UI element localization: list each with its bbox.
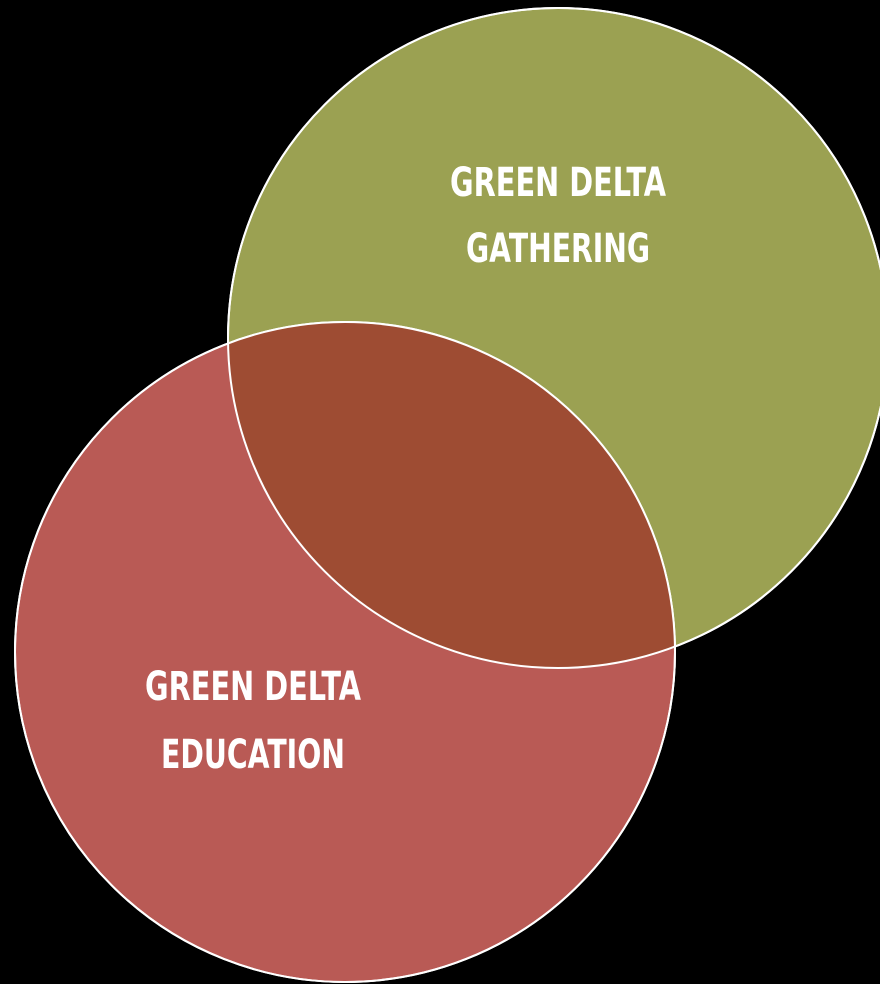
gathering-label-line-2: GATHERING [466,226,650,272]
gathering-label-line-1: GREEN DELTA [450,160,666,206]
education-label-line-2: EDUCATION [161,732,345,778]
gathering-outline [227,7,880,669]
education-label-line-1: GREEN DELTA [145,664,361,710]
education-outline [14,321,676,983]
